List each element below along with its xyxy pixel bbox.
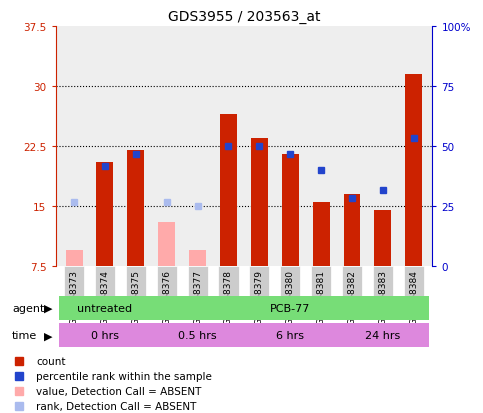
Text: GSM158380: GSM158380 — [286, 269, 295, 324]
Bar — [151, 323, 244, 348]
Text: GSM158378: GSM158378 — [224, 269, 233, 324]
Bar — [404, 266, 424, 320]
Bar — [282, 154, 298, 266]
Bar — [158, 223, 175, 266]
Bar — [128, 151, 144, 266]
Bar — [189, 250, 206, 266]
Text: PCB-77: PCB-77 — [270, 303, 311, 313]
Bar — [280, 266, 300, 320]
Bar — [374, 211, 391, 266]
Bar — [66, 250, 83, 266]
Text: ▶: ▶ — [43, 330, 52, 341]
Bar — [156, 266, 177, 320]
Bar — [58, 323, 151, 348]
Text: GSM158373: GSM158373 — [70, 269, 79, 324]
Bar — [343, 195, 360, 266]
Text: value, Detection Call = ABSENT: value, Detection Call = ABSENT — [36, 386, 201, 396]
Title: GDS3955 / 203563_at: GDS3955 / 203563_at — [168, 10, 320, 24]
Text: 24 hrs: 24 hrs — [365, 330, 400, 341]
Text: GSM158375: GSM158375 — [131, 269, 141, 324]
Bar — [313, 202, 329, 266]
Bar — [220, 115, 237, 266]
Text: GSM158379: GSM158379 — [255, 269, 264, 324]
Text: 0.5 hrs: 0.5 hrs — [178, 330, 217, 341]
Text: GSM158382: GSM158382 — [347, 269, 356, 324]
Text: 0 hrs: 0 hrs — [91, 330, 119, 341]
Text: count: count — [36, 356, 65, 366]
Bar — [251, 139, 268, 266]
Text: GSM158377: GSM158377 — [193, 269, 202, 324]
Text: GSM158376: GSM158376 — [162, 269, 171, 324]
Text: untreated: untreated — [77, 303, 132, 313]
Text: GSM158381: GSM158381 — [317, 269, 326, 324]
Bar — [95, 266, 115, 320]
Bar — [126, 266, 146, 320]
Bar — [187, 266, 208, 320]
Text: percentile rank within the sample: percentile rank within the sample — [36, 372, 212, 382]
Text: GSM158374: GSM158374 — [100, 269, 110, 324]
Bar — [342, 266, 362, 320]
Bar — [405, 75, 422, 266]
Bar — [97, 163, 114, 266]
Text: rank, Detection Call = ABSENT: rank, Detection Call = ABSENT — [36, 401, 196, 411]
Bar — [373, 266, 393, 320]
Bar — [64, 266, 84, 320]
Text: 6 hrs: 6 hrs — [276, 330, 304, 341]
Bar — [249, 266, 270, 320]
Bar — [151, 296, 429, 320]
Text: ▶: ▶ — [43, 303, 52, 313]
Bar — [337, 323, 429, 348]
Text: GSM158384: GSM158384 — [409, 269, 418, 324]
Bar — [218, 266, 239, 320]
Bar — [311, 266, 331, 320]
Text: GSM158383: GSM158383 — [378, 269, 387, 324]
Bar — [244, 323, 337, 348]
Bar — [58, 296, 151, 320]
Text: time: time — [12, 330, 37, 341]
Text: agent: agent — [12, 303, 44, 313]
